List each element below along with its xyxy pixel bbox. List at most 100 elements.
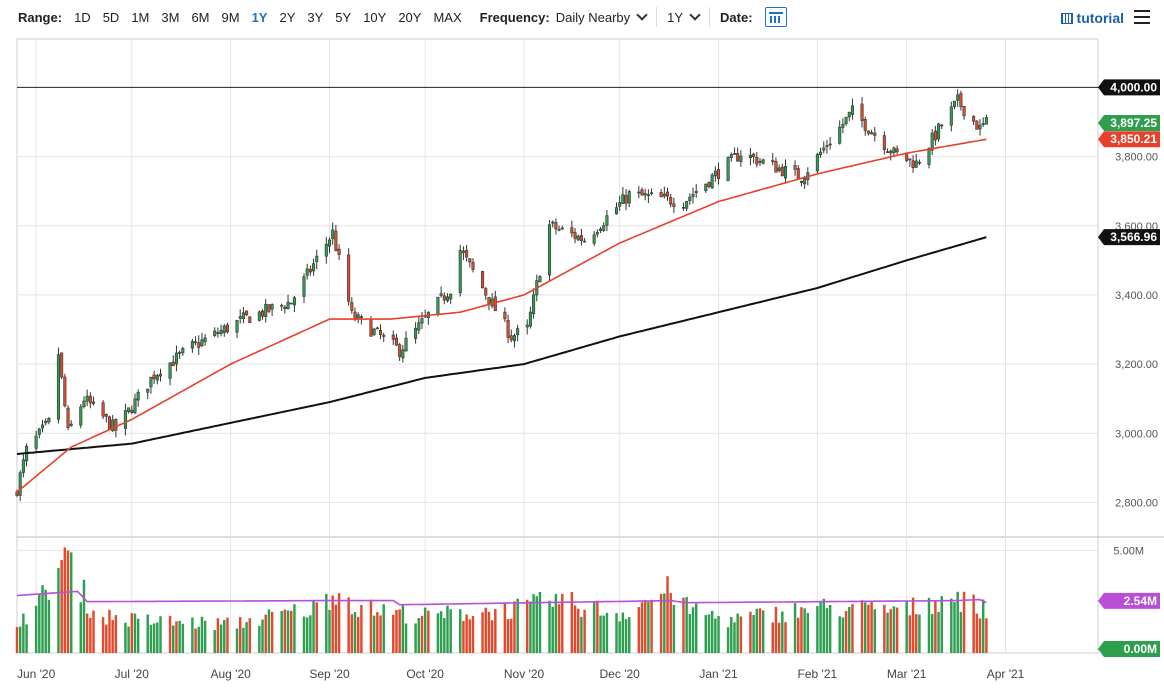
candle: [640, 189, 644, 196]
frequency-dropdown[interactable]: Daily Nearby: [556, 8, 648, 25]
volume-bar: [124, 622, 127, 653]
volume-bar: [532, 594, 535, 653]
volume-bar: [22, 613, 25, 653]
volume-bar: [197, 626, 200, 653]
candle: [796, 168, 800, 180]
range-option-1m[interactable]: 1M: [131, 9, 150, 25]
volume-bar: [462, 621, 465, 653]
volume-bar: [666, 576, 669, 653]
range-option-6m[interactable]: 6M: [191, 9, 210, 25]
range-option-20y[interactable]: 20Y: [398, 9, 422, 25]
volume-bar: [870, 600, 873, 653]
volume-bar: [325, 593, 328, 653]
last-price-tag: [1098, 114, 1160, 131]
volume-bar: [953, 602, 956, 653]
hamburger-menu-icon[interactable]: [1134, 10, 1150, 24]
volume-bar: [806, 613, 810, 653]
candle: [174, 352, 178, 365]
volume-bar: [618, 621, 621, 653]
candle: [171, 361, 175, 367]
candle: [356, 314, 360, 319]
candle: [777, 167, 781, 172]
volume-bar: [57, 567, 60, 653]
candle: [825, 145, 829, 147]
volume-bar: [647, 601, 650, 653]
volume-bar: [63, 547, 67, 653]
candle: [665, 191, 670, 197]
candle: [688, 196, 692, 202]
price-chart[interactable]: Jun '20 Jul '20 Aug '20 Sep '20 Oct '20 Nov '…: [0, 34, 1164, 691]
volume-bar: [905, 601, 908, 653]
candle: [548, 224, 552, 276]
range-option-9m[interactable]: 9M: [221, 9, 240, 25]
volume-bar: [688, 614, 692, 653]
range-option-max[interactable]: MAX: [433, 9, 462, 25]
range-option-5d[interactable]: 5D: [102, 9, 120, 25]
volume-tick-label: 5.00M: [1113, 545, 1144, 557]
candle: [60, 352, 64, 378]
volume-bar: [337, 593, 341, 653]
candle: [783, 166, 788, 179]
range-option-1y[interactable]: 1Y: [251, 9, 268, 25]
calendar-icon[interactable]: [764, 7, 787, 27]
candle: [908, 158, 912, 161]
candle: [216, 332, 220, 334]
volume-bar: [293, 604, 296, 653]
candle: [774, 160, 778, 173]
candle: [350, 302, 354, 311]
x-tick-label: Jun '20: [17, 667, 56, 681]
range-option-3y[interactable]: 3Y: [307, 9, 324, 25]
candle: [503, 311, 507, 320]
volume-bar: [439, 611, 443, 653]
volume-bar: [510, 618, 513, 653]
volume-bar: [825, 608, 829, 653]
range-option-2y[interactable]: 2Y: [279, 9, 296, 25]
candle: [889, 150, 893, 154]
candle: [736, 152, 740, 162]
volume-bar: [238, 617, 242, 653]
volume-bar: [800, 607, 803, 653]
volume-bar: [350, 614, 354, 653]
candle: [930, 132, 934, 151]
range-option-5y[interactable]: 5Y: [335, 9, 352, 25]
candle: [302, 276, 306, 297]
volume-bar: [34, 605, 38, 653]
range-option-10y[interactable]: 10Y: [363, 9, 387, 25]
candle: [181, 348, 185, 354]
volume-bar: [168, 615, 172, 653]
candle: [959, 93, 963, 107]
range-option-1d[interactable]: 1D: [74, 9, 91, 25]
volume-bar: [41, 585, 44, 653]
candle: [605, 215, 609, 226]
volume-bar: [203, 620, 207, 653]
volume-bar: [178, 620, 181, 653]
volume-bar: [159, 616, 162, 653]
volume-bar: [985, 618, 988, 653]
volume-bar: [889, 609, 892, 653]
period-dropdown[interactable]: 1Y: [667, 8, 701, 25]
range-option-3m[interactable]: 3M: [161, 9, 180, 25]
volume-bar: [200, 616, 204, 653]
candle: [873, 132, 877, 136]
y-tick-label: 3,800.00: [1115, 152, 1158, 164]
volume-bar: [66, 550, 70, 653]
volume-bar: [525, 599, 529, 653]
candle: [799, 180, 803, 183]
volume-bar: [972, 594, 975, 653]
x-tick-label: Mar '21: [887, 667, 927, 681]
volume-bar: [223, 620, 226, 653]
candle: [602, 225, 606, 231]
volume-bar: [557, 604, 561, 653]
candle: [748, 154, 752, 159]
candle: [761, 159, 765, 164]
candle: [917, 161, 921, 164]
chevron-down-icon: [636, 8, 648, 21]
candle: [213, 330, 217, 337]
volume-bar: [752, 615, 755, 653]
volume-zero-label: 0.00M: [1124, 642, 1157, 656]
volume-ma-label: 2.54M: [1124, 594, 1157, 608]
volume-bar: [615, 613, 618, 653]
candle: [583, 240, 587, 243]
tutorial-link[interactable]: tutorial: [1060, 10, 1124, 26]
volume-bar: [793, 603, 797, 653]
